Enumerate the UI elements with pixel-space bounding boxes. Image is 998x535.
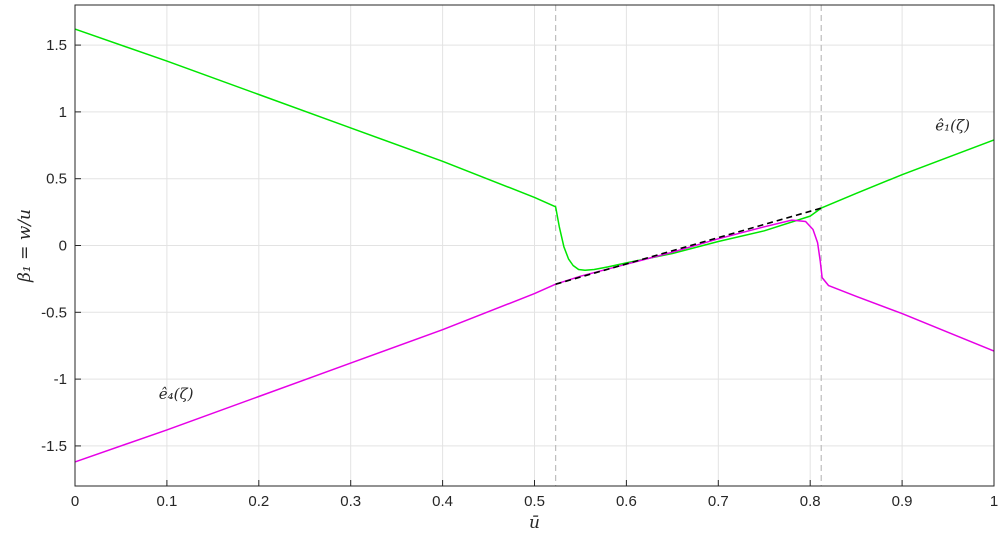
x-tick-label: 0 <box>71 493 79 510</box>
series-line-3 <box>555 207 822 285</box>
x-tick-label: 0.4 <box>432 493 453 510</box>
x-axis-label: ū <box>529 513 540 533</box>
x-tick-label: 0.5 <box>524 493 545 510</box>
annotation-label: ê₄(ζ) <box>159 385 194 403</box>
x-tick-label: 0.7 <box>708 493 729 510</box>
y-tick-label: -0.5 <box>41 304 67 321</box>
y-tick-label: 0 <box>59 238 67 255</box>
y-tick-label: 0.5 <box>46 171 67 188</box>
y-tick-label: 1.5 <box>46 37 67 54</box>
series-group <box>74 28 995 463</box>
x-tick-label: 0.2 <box>248 493 269 510</box>
series-line-1 <box>74 28 995 271</box>
ticks: 0 0.1 0.2 0.3 0.4 0.5 0.6 0.7 0.8 0.9 1 1.5 1 0.5 0 -0.… <box>41 37 998 510</box>
x-tick-label: 0.3 <box>340 493 361 510</box>
x-tick-label: 1 <box>990 493 998 510</box>
y-tick-label: -1 <box>54 371 67 388</box>
reference-lines <box>555 5 822 486</box>
x-tick-label: 0.6 <box>616 493 637 510</box>
y-tick-label: 1 <box>59 104 67 121</box>
x-tick-label: 0.9 <box>892 493 913 510</box>
y-axis-label: β₁ = w/u <box>15 209 35 283</box>
x-tick-label: 0.8 <box>800 493 821 510</box>
annotation-label: ê₁(ζ) <box>935 117 970 135</box>
series-line-2 <box>74 219 995 463</box>
y-tick-label: -1.5 <box>41 438 67 455</box>
annotations: ê₁(ζ) ê₄(ζ) <box>159 117 970 404</box>
x-tick-label: 0.1 <box>156 493 177 510</box>
